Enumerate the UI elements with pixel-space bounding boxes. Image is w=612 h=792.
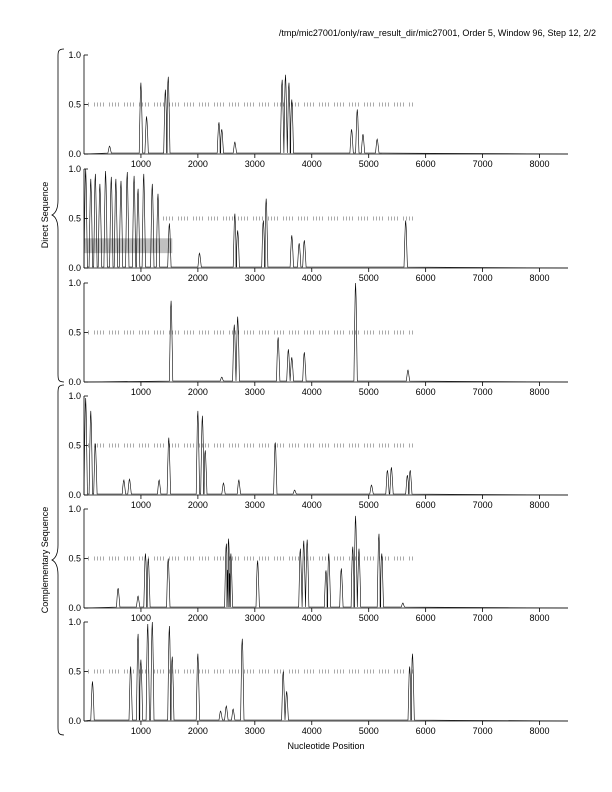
- x-tick-label: 2000: [188, 387, 208, 397]
- group-label-complementary-sequence: Complementary Sequence: [40, 507, 50, 614]
- x-tick-label: 6000: [416, 273, 436, 283]
- group-brace-direct: [51, 48, 65, 383]
- x-tick-label: 2000: [188, 500, 208, 510]
- x-tick-label: 3000: [245, 726, 265, 736]
- y-tick-label: 0.0: [68, 263, 81, 273]
- x-tick-label: 1000: [131, 613, 151, 623]
- x-tick-label: 8000: [530, 159, 550, 169]
- orf-tick-marks: [163, 216, 413, 221]
- x-tick-label: 1000: [131, 387, 151, 397]
- y-tick-label: 0.5: [68, 667, 81, 677]
- x-tick-label: 8000: [530, 273, 550, 283]
- x-tick-label: 8000: [530, 613, 550, 623]
- group-brace-complementary: [51, 384, 65, 736]
- series-line: [83, 282, 569, 383]
- series-line: [83, 621, 569, 722]
- x-tick-label: 6000: [416, 387, 436, 397]
- panel-direct-frame-2: 0.0 0.5 1.0 1000 2000 3000 4000 5000 6000 7000 800…: [68, 164, 569, 283]
- y-tick-label: 0.5: [68, 100, 81, 110]
- panel-direct-frame-3: 0.0 0.5 1.0 1000 2000 3000 4000 5000 6000 7000 800…: [68, 278, 569, 397]
- y-tick-label: 0.0: [68, 149, 81, 159]
- y-tick-label: 0.0: [68, 603, 81, 613]
- x-tick-label: 8000: [530, 726, 550, 736]
- group-label-direct-sequence: Direct Sequence: [40, 182, 50, 249]
- x-tick-label: 5000: [359, 159, 379, 169]
- x-tick-label: 4000: [302, 273, 322, 283]
- y-tick-label: 1.0: [68, 504, 81, 514]
- x-tick-label: 3000: [245, 500, 265, 510]
- x-tick-label: 4000: [302, 387, 322, 397]
- y-tick-label: 1.0: [68, 278, 81, 288]
- y-tick-label: 1.0: [68, 50, 81, 60]
- x-tick-label: 4000: [302, 500, 322, 510]
- x-tick-label: 7000: [473, 387, 493, 397]
- panel-complementary-frame-2: 0.0 0.5 1.0 1000 2000 3000 4000 5000 6000 7000 800…: [68, 504, 569, 623]
- orf-tick-marks: [88, 669, 413, 674]
- x-tick-label: 1000: [131, 500, 151, 510]
- x-axis-label: Nucleotide Position: [287, 741, 364, 751]
- x-tick-label: 1000: [131, 159, 151, 169]
- x-tick-label: 2000: [188, 273, 208, 283]
- orf-tick-marks: [88, 102, 413, 107]
- x-tick-label: 4000: [302, 726, 322, 736]
- series-line: [83, 74, 569, 155]
- x-tick-label: 1000: [131, 273, 151, 283]
- x-tick-label: 8000: [530, 387, 550, 397]
- y-tick-label: 1.0: [68, 164, 81, 174]
- x-tick-label: 6000: [416, 159, 436, 169]
- x-tick-label: 2000: [188, 726, 208, 736]
- y-tick-label: 1.0: [68, 617, 81, 627]
- x-tick-label: 6000: [416, 726, 436, 736]
- x-tick-label: 3000: [245, 387, 265, 397]
- x-tick-label: 5000: [359, 726, 379, 736]
- x-tick-label: 3000: [245, 613, 265, 623]
- panel-complementary-frame-1: 0.0 0.5 1.0 1000 2000 3000 4000 5000 6000 7000 800…: [68, 391, 569, 510]
- y-tick-label: 0.5: [68, 554, 81, 564]
- x-tick-label: 4000: [302, 159, 322, 169]
- x-tick-label: 4000: [302, 613, 322, 623]
- panel-complementary-frame-3: 0.0 0.5 1.0 1000 2000 3000 4000 5000 6000 7000 800…: [68, 617, 569, 736]
- x-tick-label: 5000: [359, 273, 379, 283]
- orf-tick-marks: [88, 330, 413, 335]
- x-tick-label: 5000: [359, 387, 379, 397]
- x-tick-label: 7000: [473, 159, 493, 169]
- x-tick-label: 7000: [473, 273, 493, 283]
- orf-tick-marks: [88, 443, 413, 448]
- x-tick-label: 7000: [473, 726, 493, 736]
- x-tick-label: 3000: [245, 159, 265, 169]
- x-tick-label: 8000: [530, 500, 550, 510]
- x-tick-label: 7000: [473, 500, 493, 510]
- y-tick-label: 0.0: [68, 716, 81, 726]
- figure-title: /tmp/mic27001/only/raw_result_dir/mic270…: [279, 28, 596, 38]
- y-tick-label: 0.5: [68, 328, 81, 338]
- y-tick-label: 0.0: [68, 490, 81, 500]
- y-tick-label: 0.0: [68, 377, 81, 387]
- panel-direct-frame-1: 0.0 0.5 1.0 1000 2000 3000 4000 5000 6000 7000 800…: [68, 50, 569, 169]
- x-tick-label: 5000: [359, 613, 379, 623]
- x-tick-label: 2000: [188, 613, 208, 623]
- y-tick-label: 1.0: [68, 391, 81, 401]
- series-line: [83, 515, 569, 609]
- series-line: [83, 168, 569, 269]
- y-tick-label: 0.5: [68, 441, 81, 451]
- x-tick-label: 5000: [359, 500, 379, 510]
- x-tick-label: 2000: [188, 159, 208, 169]
- x-tick-label: 3000: [245, 273, 265, 283]
- x-tick-label: 7000: [473, 613, 493, 623]
- shaded-band: [84, 238, 173, 254]
- panels: 0.0 0.5 1.0 1000 2000 3000 4000 5000 6000 7000 800…: [68, 50, 569, 736]
- y-tick-label: 0.5: [68, 214, 81, 224]
- x-tick-label: 6000: [416, 613, 436, 623]
- orf-tick-marks: [88, 556, 413, 561]
- series-line: [83, 397, 569, 496]
- x-tick-label: 1000: [131, 726, 151, 736]
- x-tick-label: 6000: [416, 500, 436, 510]
